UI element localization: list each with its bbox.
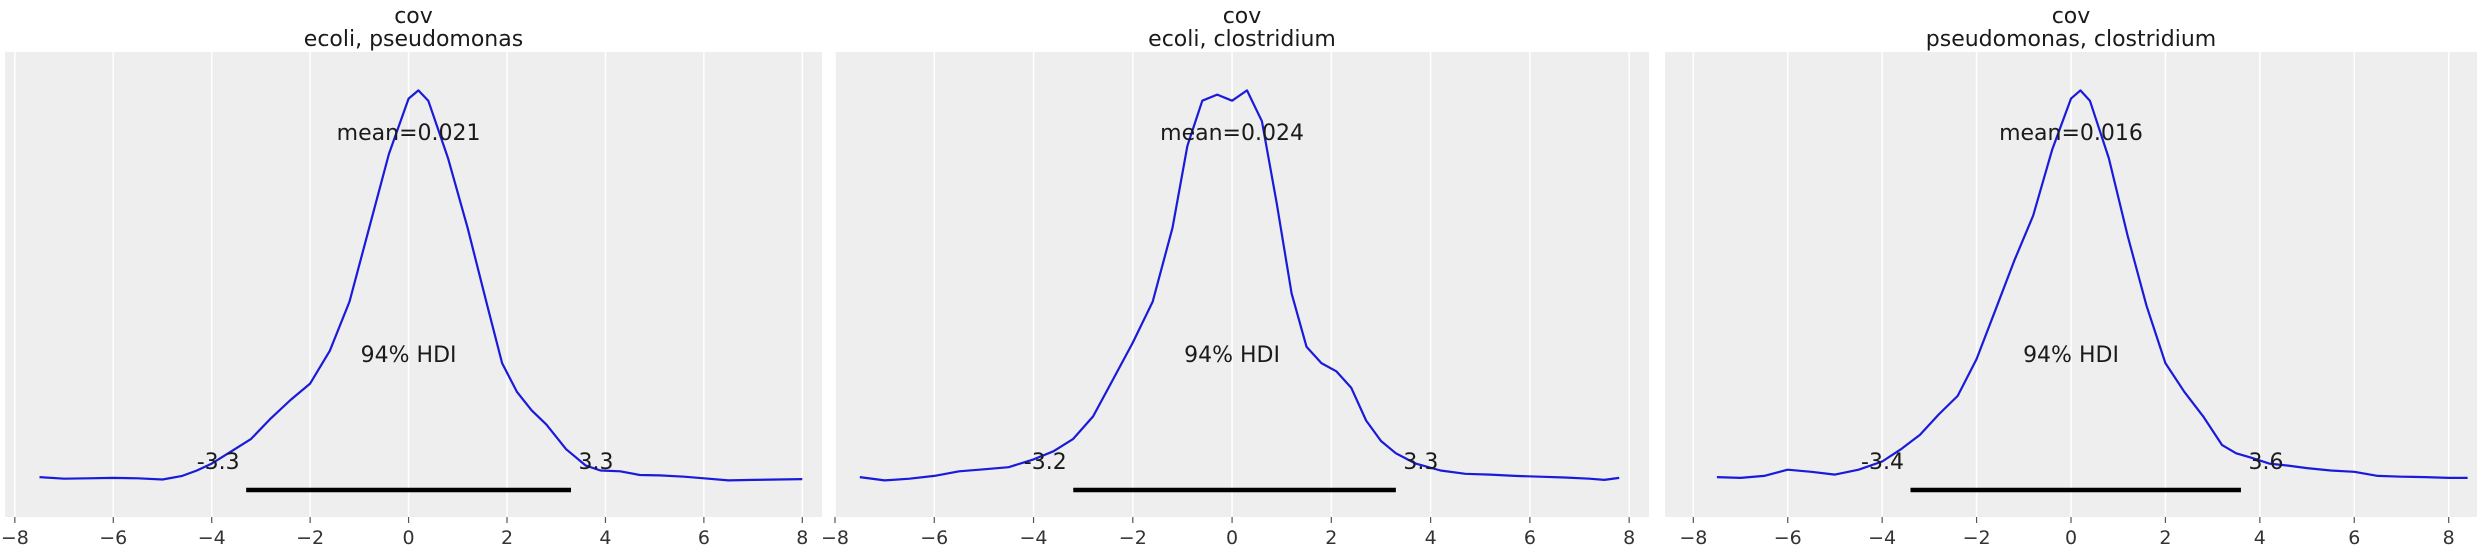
chart-panel-1: −8 −6 −4 −2 0 2 4 6 8 -3.3 3.3 94% HDI mean=0.021 cov… <box>1 4 822 549</box>
plot-area <box>835 52 1649 517</box>
hdi-high-label: 3.6 <box>2248 450 2283 475</box>
x-tick-label: 4 <box>1425 527 1437 549</box>
density-line <box>1716 89 2468 479</box>
chart-panel-3: −8 −6 −4 −2 0 2 4 6 8 -3.4 3.6 94% HDI mean=0.016 cov… <box>1665 4 2477 549</box>
chart-title: cov <box>394 4 433 29</box>
hdi-low-label: -3.4 <box>1861 450 1904 475</box>
x-tick-label: 8 <box>1623 527 1635 549</box>
chart-title: cov <box>1223 4 1262 29</box>
x-tick-label: 6 <box>698 527 710 549</box>
x-tick-label: 0 <box>2065 527 2077 549</box>
x-tick-label: 2 <box>1325 527 1337 549</box>
hdi-label: 94% HDI <box>2023 343 2119 368</box>
x-tick-label: −2 <box>1963 527 1991 549</box>
x-tick-label: −6 <box>920 527 948 549</box>
chart-subtitle: ecoli, clostridium <box>1148 27 1336 52</box>
x-tick-label: −8 <box>1 527 29 549</box>
hdi-label: 94% HDI <box>1184 343 1280 368</box>
x-tick-label: 8 <box>796 527 808 549</box>
x-tick-label: −2 <box>296 527 324 549</box>
hdi-high-label: 3.3 <box>1403 450 1438 475</box>
x-tick-label: 4 <box>599 527 611 549</box>
x-tick-label: −4 <box>1020 527 1048 549</box>
x-tick-label: −8 <box>821 527 849 549</box>
hdi-low-label: -3.3 <box>197 450 240 475</box>
mean-label: mean=0.024 <box>1160 121 1304 146</box>
hdi-label: 94% HDI <box>361 343 457 368</box>
x-tick-label: 2 <box>2159 527 2171 549</box>
x-tick-label: 0 <box>1226 527 1238 549</box>
hdi-high-label: 3.3 <box>578 450 613 475</box>
chart-title: cov <box>2052 4 2091 29</box>
mean-label: mean=0.016 <box>1999 121 2143 146</box>
hdi-low-label: -3.2 <box>1024 450 1067 475</box>
x-tick-label: −4 <box>198 527 226 549</box>
density-line <box>859 89 1620 482</box>
x-tick-label: −6 <box>99 527 127 549</box>
chart-subtitle: ecoli, pseudomonas <box>304 27 523 52</box>
x-tick-label: 4 <box>2254 527 2266 549</box>
x-tick-label: 0 <box>403 527 415 549</box>
x-tick-label: −8 <box>1679 527 1707 549</box>
x-tick-label: 8 <box>2443 527 2455 549</box>
x-tick-label: 6 <box>2348 527 2360 549</box>
x-tick-label: 2 <box>501 527 513 549</box>
x-tick-label: −6 <box>1774 527 1802 549</box>
x-tick-label: −4 <box>1868 527 1896 549</box>
plot-area <box>5 52 822 517</box>
density-line <box>39 89 803 482</box>
x-tick-label: −2 <box>1119 527 1147 549</box>
x-tick-label: 6 <box>1524 527 1536 549</box>
chart-panel-2: −8 −6 −4 −2 0 2 4 6 8 -3.2 3.3 94% HDI mean=0.024 cov… <box>821 4 1649 549</box>
chart-subtitle: pseudomonas, clostridium <box>1926 27 2216 52</box>
mean-label: mean=0.021 <box>337 121 481 146</box>
